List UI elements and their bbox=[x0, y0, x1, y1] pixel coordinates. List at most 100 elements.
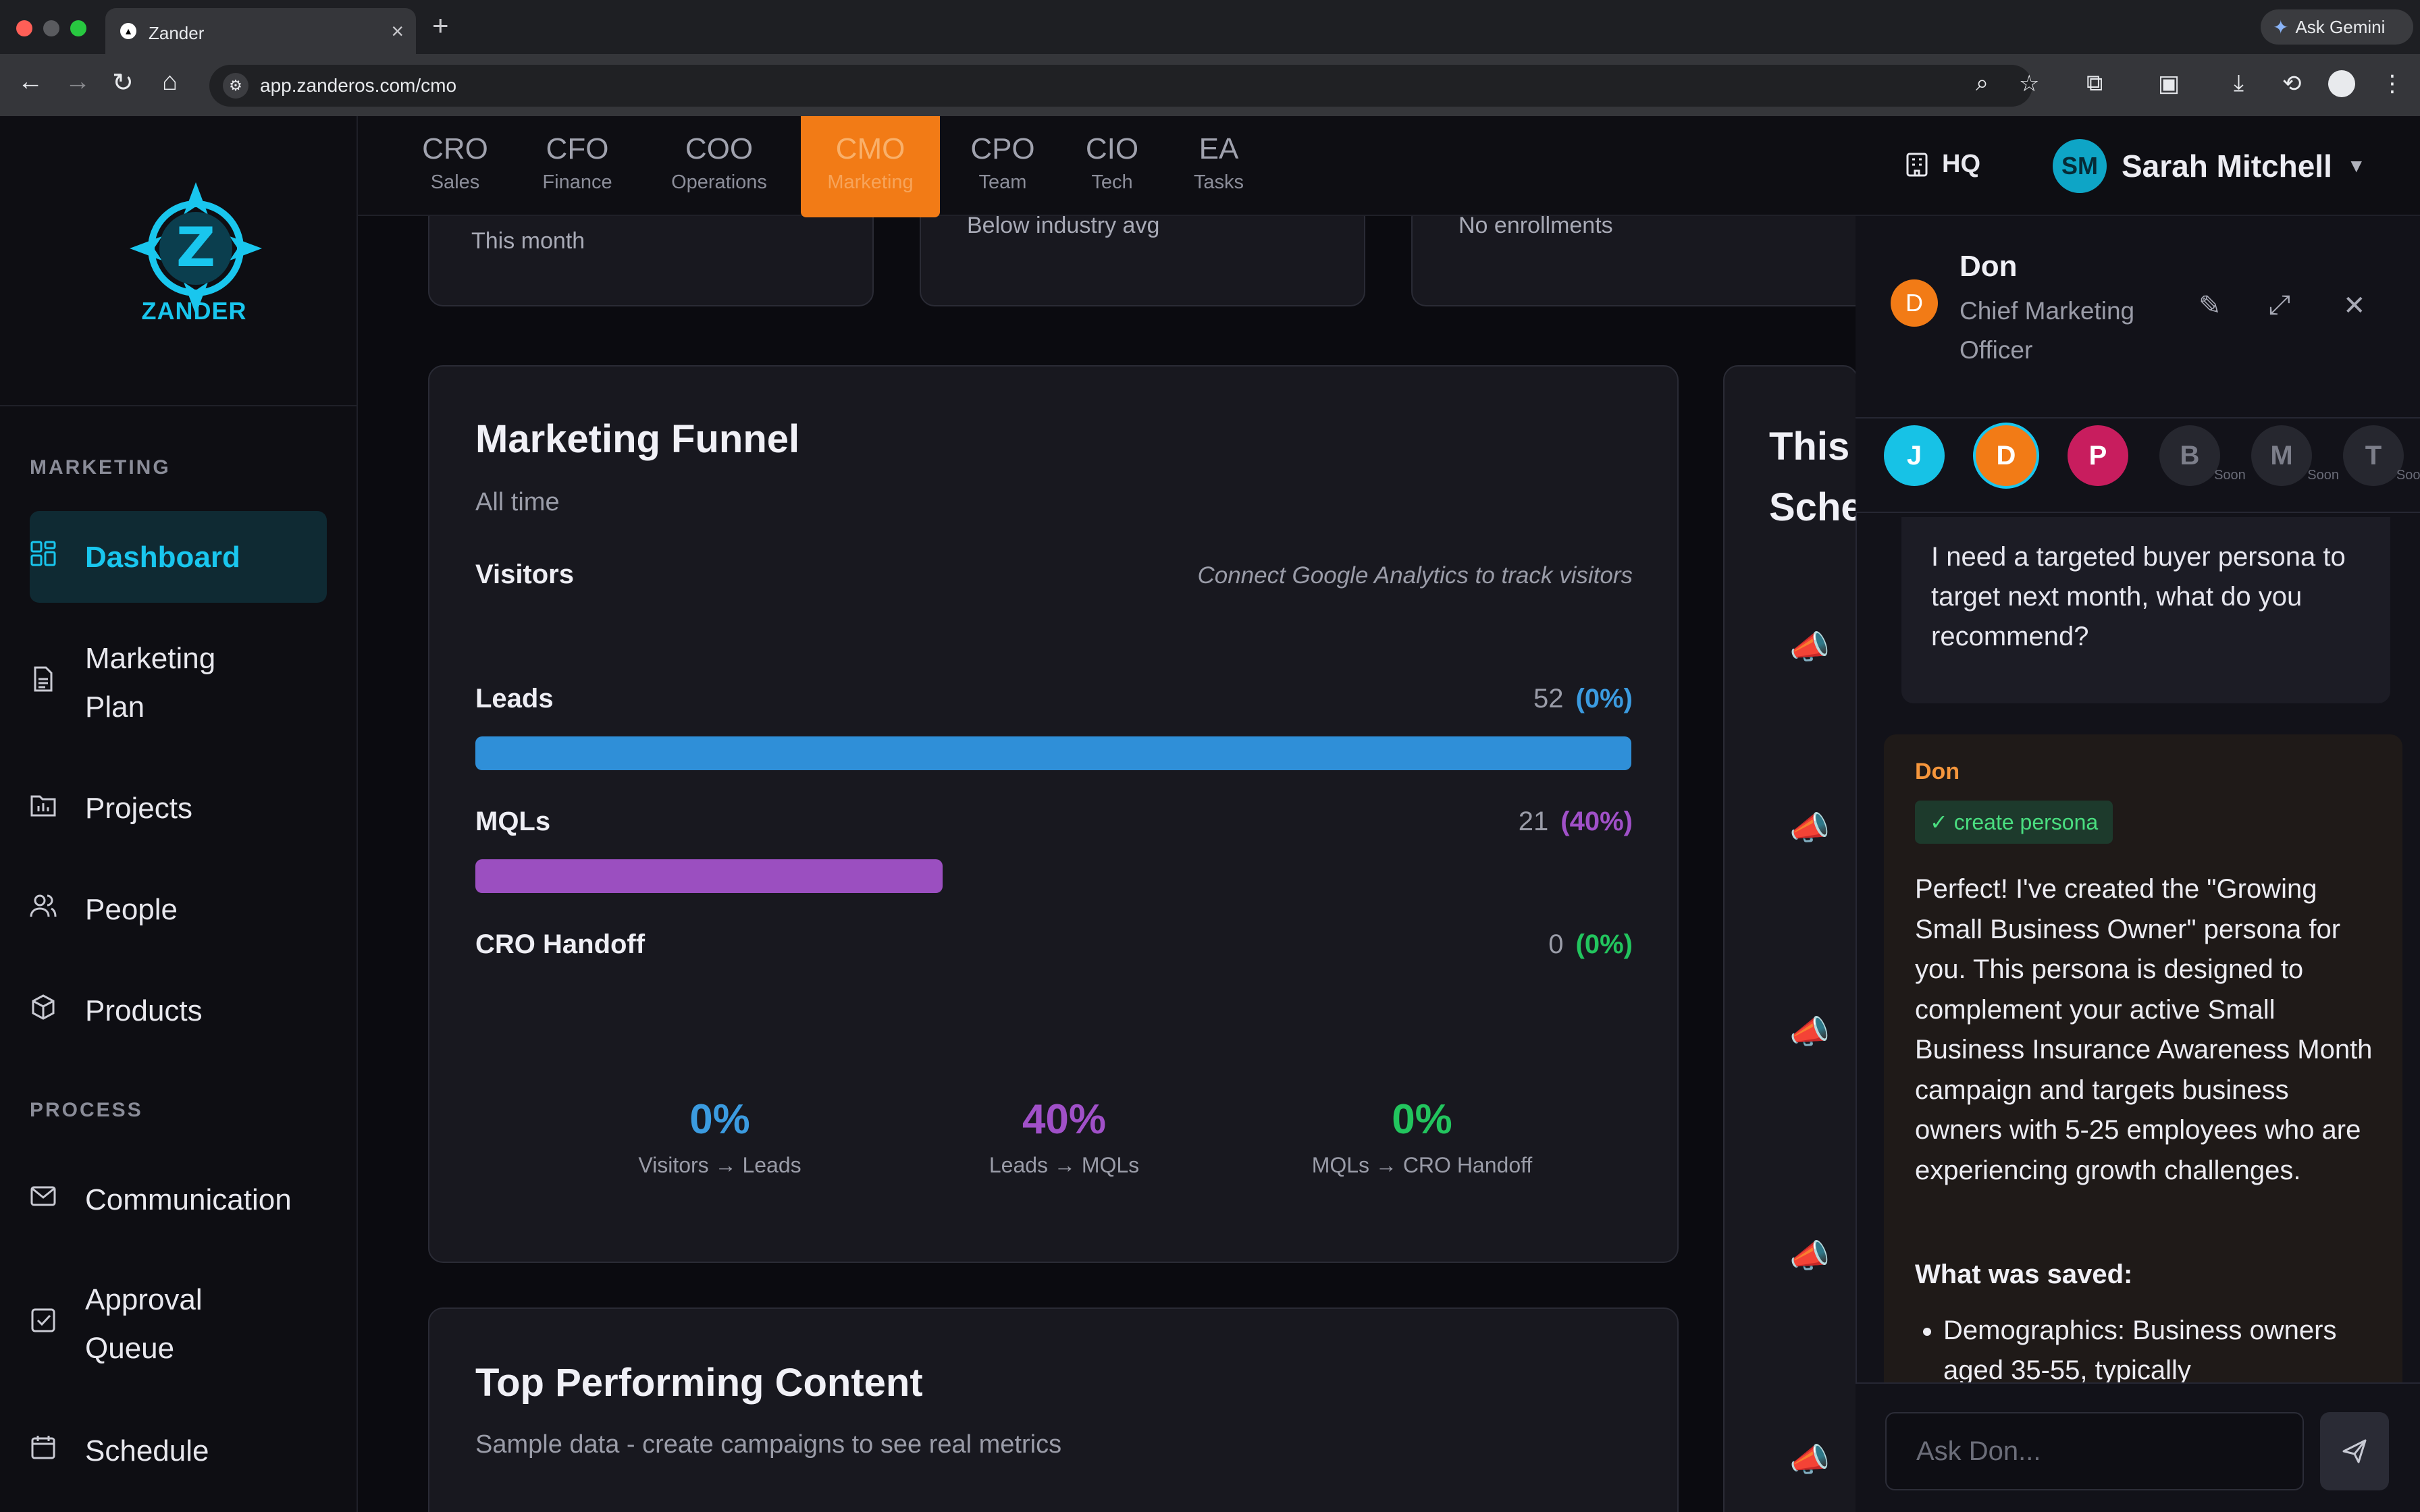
hq-button[interactable]: HQ bbox=[1905, 150, 1980, 179]
agent-initial: D bbox=[1996, 441, 2016, 470]
download-icon[interactable]: ⤓ bbox=[2234, 70, 2244, 96]
stage-percent: (0%) bbox=[1575, 929, 1633, 959]
profile-avatar[interactable] bbox=[2328, 70, 2355, 97]
user-menu[interactable]: SM Sarah Mitchell ▼ bbox=[2053, 139, 2366, 193]
zoom-icon[interactable]: ⌕ bbox=[1976, 70, 1989, 96]
tab-cro[interactable]: CRO Sales bbox=[415, 116, 496, 216]
gemini-sparkle-icon: ✦ bbox=[2273, 16, 2289, 38]
role-code: CRO bbox=[422, 132, 488, 165]
schedule-card-title: This Sche bbox=[1769, 416, 1857, 538]
schedule-title-line1: This bbox=[1769, 425, 1850, 468]
saved-list: Demographics: Business owners aged 35-55… bbox=[1943, 1311, 2375, 1390]
window-close-button[interactable] bbox=[16, 20, 32, 36]
sidebar bbox=[0, 116, 358, 1512]
expand-icon[interactable]: ⤢ bbox=[2269, 290, 2290, 320]
tab-cpo[interactable]: CPO Team bbox=[959, 116, 1047, 216]
agent-reply-bubble: Don ✓ create persona Perfect! I've creat… bbox=[1884, 734, 2402, 1409]
tab-cfo[interactable]: CFO Finance bbox=[533, 116, 621, 216]
tab-cio[interactable]: CIO Tech bbox=[1074, 116, 1151, 216]
agent-role: Chief Marketing Officer bbox=[1959, 297, 2135, 364]
edit-icon[interactable]: ✎ bbox=[2199, 291, 2221, 321]
extensions-icon[interactable]: ⧉ bbox=[2086, 70, 2103, 96]
agent-switch-j[interactable]: J bbox=[1884, 425, 1945, 486]
back-icon[interactable]: ← bbox=[18, 68, 43, 96]
tab-ea[interactable]: EA Tasks bbox=[1182, 116, 1256, 216]
stage-value-leads: 52 (0%) bbox=[1533, 684, 1633, 714]
chevron-down-icon: ▼ bbox=[2346, 155, 2366, 176]
sidebar-item-dashboard-bg[interactable] bbox=[30, 511, 327, 603]
saved-heading: What was saved: bbox=[1915, 1260, 2133, 1289]
chat-header bbox=[1856, 216, 2420, 418]
top-content-title: Top Performing Content bbox=[475, 1361, 923, 1405]
sidebar-item-communication[interactable]: Communication bbox=[30, 1176, 327, 1224]
megaphone-icon: 📣 bbox=[1789, 1015, 1830, 1050]
rate-caption: Leads → MQLs bbox=[989, 1153, 1140, 1177]
stat-card-subtitle: No enrollments bbox=[1458, 213, 1613, 238]
stage-count: 0 bbox=[1548, 929, 1564, 959]
sidebar-item-label: Dashboard bbox=[85, 541, 240, 574]
sidebar-item-dashboard[interactable]: Dashboard bbox=[30, 533, 327, 582]
browser-tab[interactable]: ▲ Zander × bbox=[105, 8, 416, 54]
sidebar-item-marketing-plan[interactable]: Marketing Plan bbox=[30, 634, 273, 732]
top-performing-content-card: Top Performing Content Sample data - cre… bbox=[428, 1307, 1679, 1512]
sync-icon[interactable]: ⟲ bbox=[2282, 71, 2302, 97]
section-label-marketing: MARKETING bbox=[30, 456, 171, 479]
stage-value-cro-handoff: 0 (0%) bbox=[1548, 929, 1633, 960]
bookmark-star-icon[interactable]: ☆ bbox=[2019, 71, 2040, 97]
tab-coo[interactable]: COO Operations bbox=[662, 116, 777, 216]
sidebar-item-label: Communication bbox=[85, 1183, 292, 1216]
rate-visitors-leads: 0% Visitors → Leads bbox=[564, 1096, 875, 1178]
agent-initial: T bbox=[2365, 441, 2382, 470]
saved-item: Demographics: Business owners aged 35-55… bbox=[1943, 1311, 2375, 1390]
sidebar-item-label: Schedule bbox=[85, 1434, 209, 1467]
rate-value: 0% bbox=[1392, 1096, 1452, 1143]
role-code: CMO bbox=[835, 132, 905, 165]
agent-switch-b: B Soon bbox=[2159, 425, 2246, 486]
building-icon bbox=[1906, 153, 1928, 176]
browser-menu-icon[interactable]: ⋮ bbox=[2381, 71, 2404, 97]
sidebar-item-schedule[interactable]: Schedule bbox=[30, 1427, 327, 1476]
send-button[interactable] bbox=[2320, 1412, 2389, 1490]
role-name: Operations bbox=[671, 171, 767, 193]
soon-label: Soon bbox=[2307, 468, 2340, 483]
tab-cmo[interactable]: CMO Marketing bbox=[801, 116, 940, 217]
chat-input[interactable] bbox=[1885, 1412, 2304, 1490]
sidebar-divider bbox=[0, 405, 358, 406]
hq-label: HQ bbox=[1942, 150, 1980, 178]
window-minimize-button[interactable] bbox=[43, 20, 59, 36]
megaphone-icon: 📣 bbox=[1789, 630, 1830, 666]
ask-gemini-button[interactable]: ✦ Ask Gemini bbox=[2261, 9, 2413, 45]
stat-card-3: No enrollments bbox=[1411, 202, 1884, 306]
address-bar[interactable]: ⚙ app.zanderos.com/cmo bbox=[209, 65, 2032, 107]
reload-icon[interactable]: ↻ bbox=[112, 69, 134, 97]
agent-switch-m: M Soon bbox=[2251, 425, 2339, 486]
zander-favicon-icon: ▲ bbox=[120, 23, 136, 39]
url-text: app.zanderos.com/cmo bbox=[260, 75, 457, 96]
close-icon[interactable]: ✕ bbox=[2343, 291, 2366, 321]
new-tab-icon[interactable]: + bbox=[432, 9, 449, 41]
sidebar-item-projects[interactable]: Projects bbox=[30, 784, 327, 833]
stat-card-subtitle: Below industry avg bbox=[967, 213, 1160, 238]
site-settings-icon[interactable]: ⚙ bbox=[223, 73, 248, 99]
forward-icon[interactable]: → bbox=[65, 68, 90, 96]
agent-initial: P bbox=[2088, 441, 2107, 470]
soon-label: Soon bbox=[2396, 468, 2420, 483]
sidebar-item-approval-queue[interactable]: Approval Queue bbox=[30, 1276, 273, 1373]
sidebar-item-label: Marketing Plan bbox=[85, 642, 216, 724]
document-icon bbox=[34, 666, 53, 692]
stage-value-mqls: 21 (40%) bbox=[1519, 807, 1633, 837]
schedule-card: This Sche bbox=[1723, 365, 1858, 1512]
media-icon[interactable]: ▣ bbox=[2158, 71, 2180, 97]
agent-switch-d[interactable]: D bbox=[1976, 425, 2036, 486]
sidebar-item-label: Projects bbox=[85, 792, 192, 825]
agent-switch-p[interactable]: P bbox=[2068, 425, 2128, 486]
checkbox-icon bbox=[31, 1308, 55, 1332]
home-icon[interactable]: ⌂ bbox=[162, 68, 178, 96]
sidebar-item-people[interactable]: People bbox=[30, 886, 327, 934]
stat-card-1: This month bbox=[428, 202, 874, 306]
close-tab-icon[interactable]: × bbox=[391, 19, 404, 43]
window-maximize-button[interactable] bbox=[70, 20, 86, 36]
sidebar-item-products[interactable]: Products bbox=[30, 987, 327, 1035]
role-code: CPO bbox=[970, 132, 1035, 165]
zander-logo-icon: Z bbox=[130, 182, 262, 315]
